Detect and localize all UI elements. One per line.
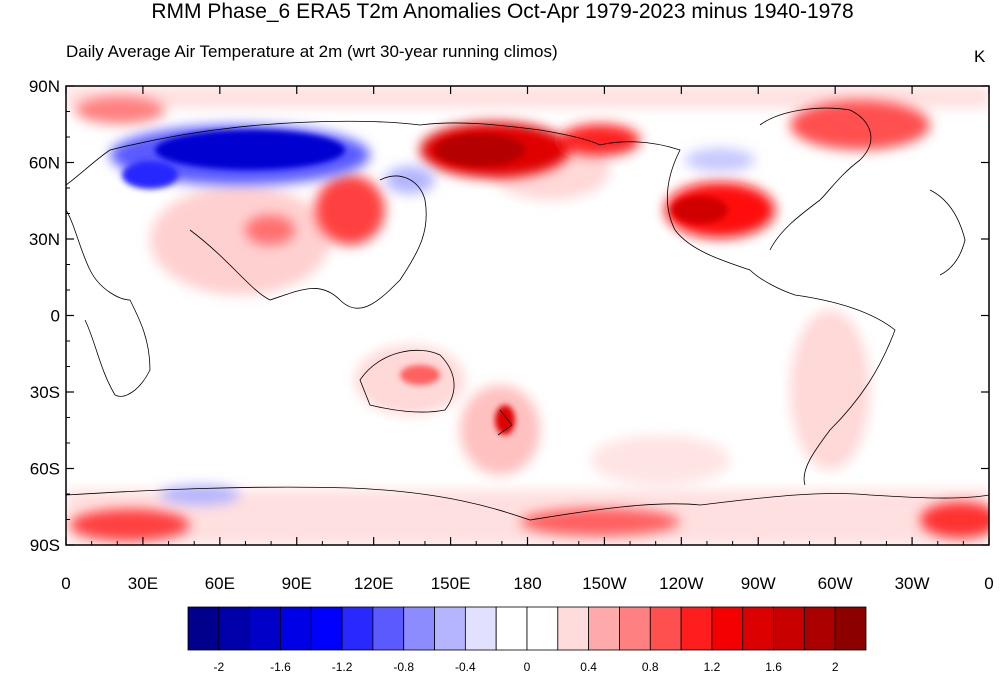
lon-tick-label: 60E	[205, 574, 235, 593]
lon-tick-label: 150W	[582, 574, 626, 593]
south-america-coast	[794, 294, 896, 486]
colorbar-label: -2	[213, 660, 225, 674]
colorbar-box	[464, 606, 497, 651]
south-america-light-warm	[790, 310, 870, 470]
tibet-warm	[245, 215, 295, 245]
lon-tick-label: 60W	[818, 574, 853, 593]
central-asia-warm	[150, 185, 330, 295]
lat-tick-label: 30S	[30, 383, 60, 402]
colorbar-label: 1.2	[703, 660, 721, 674]
australia-warm	[400, 365, 440, 385]
alaska-warm	[560, 124, 640, 156]
new-zealand-coast	[497, 409, 513, 436]
colorbar-box	[526, 606, 559, 651]
australia-coast	[359, 349, 455, 413]
lon-tick-label: 120W	[659, 574, 703, 593]
eurasia-north-coast	[66, 120, 601, 186]
longitude-axis: 0 30E 60E 90E 120E 150E 180 150W 120W 90W 60W 30W 0	[61, 86, 994, 593]
lon-tick-label: 90E	[282, 574, 312, 593]
lon-tick-label: 120E	[354, 574, 394, 593]
north-america-west-coast	[599, 141, 796, 296]
antarctica-coast	[66, 486, 989, 521]
colorbar-label: -1.2	[331, 660, 353, 674]
colorbar-label: 2	[831, 660, 839, 674]
colorbar-label: 0.4	[580, 660, 597, 674]
lat-tick-label: 0	[51, 307, 60, 326]
colorbar-box	[649, 606, 682, 651]
antarctic-warm-east	[920, 502, 989, 538]
asia-south-coast	[189, 175, 427, 309]
colorbar-label: -0.4	[455, 660, 476, 674]
lat-tick-label: 30N	[29, 230, 60, 249]
colorbar-box	[680, 606, 713, 651]
china-warm	[315, 175, 385, 245]
lat-tick-label: 60S	[30, 460, 60, 479]
lon-tick-label: 0	[61, 574, 70, 593]
latitude-axis: 90N 60N 30N 0 30S 60S 90S	[29, 77, 989, 555]
colorbar-label: 0.8	[641, 660, 659, 674]
siberia-cold-core	[155, 130, 345, 170]
lat-tick-label: 90N	[29, 77, 60, 96]
colorbar-box	[742, 606, 774, 651]
colorbar-label: -0.8	[393, 660, 415, 674]
lat-tick-label: 90S	[30, 536, 60, 555]
colorbar-box	[588, 606, 620, 651]
colorbar-box	[249, 606, 281, 651]
colorbar-box	[372, 606, 405, 651]
colorbar-box	[280, 606, 312, 651]
figure-title: RMM Phase_6 ERA5 T2m Anomalies Oct-Apr 1…	[151, 0, 854, 23]
colorbar-box	[403, 606, 435, 651]
colorbar-box	[434, 606, 466, 651]
colorbar-label: -1.6	[270, 660, 291, 674]
colorbar-box	[557, 606, 590, 651]
lon-tick-label: 180	[513, 574, 541, 593]
lon-tick-label: 150E	[431, 574, 471, 593]
figure-subtitle: Daily Average Air Temperature at 2m (wrt…	[66, 42, 558, 61]
colorbar-box	[495, 606, 528, 651]
greenland-warm	[790, 100, 930, 150]
colorbar-box	[341, 606, 374, 651]
antarctic-warm-west	[70, 509, 190, 541]
africa-coast	[66, 209, 151, 397]
units-label: K	[974, 47, 986, 66]
lon-tick-label: 90W	[741, 574, 776, 593]
siberia-cold-west	[122, 161, 178, 189]
north-america-core	[672, 196, 728, 224]
east-siberia-core	[435, 134, 525, 166]
colorbar-box	[619, 606, 651, 651]
lon-tick-label: 30W	[895, 574, 930, 593]
south-pacific-light-warm	[590, 435, 730, 485]
colorbar	[187, 606, 867, 651]
antarctic-cold	[160, 485, 240, 505]
europe-west-coast	[929, 189, 966, 276]
colorbar-box	[773, 606, 805, 651]
canada-cold	[685, 148, 755, 172]
colorbar-label: 0	[523, 660, 531, 674]
colorbar-box	[803, 606, 836, 651]
colorbar-box	[834, 606, 867, 651]
coastlines	[66, 107, 989, 521]
north-america-east-coast	[759, 107, 872, 251]
colorbar-box	[187, 606, 220, 651]
colorbar-box	[310, 606, 343, 651]
new-zealand-warm	[495, 405, 515, 435]
svalbard-warm	[75, 96, 165, 124]
anomaly-field	[66, 86, 989, 545]
colorbar-box	[218, 606, 251, 651]
lon-tick-label: 0	[984, 574, 993, 593]
lon-tick-label: 30E	[128, 574, 158, 593]
lat-tick-label: 60N	[29, 154, 60, 173]
colorbar-box	[711, 606, 744, 651]
antarctic-warm-center	[520, 508, 680, 536]
colorbar-label: 1.6	[765, 660, 782, 674]
